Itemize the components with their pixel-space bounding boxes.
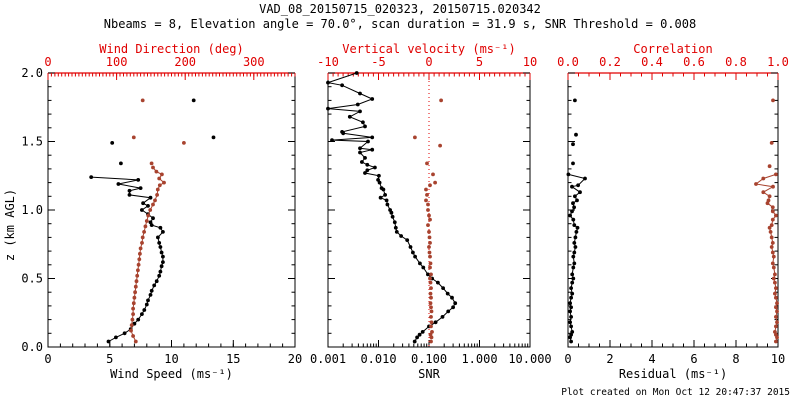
series-wind-direction	[129, 98, 186, 344]
panel-wind: 0.0 0.5 1.0 1.5 2.0 z (km AGL) 0 5 10 15 20 Wind Sp…	[3, 42, 302, 381]
svg-text:SNR: SNR	[418, 367, 440, 381]
svg-text:10: 10	[164, 352, 178, 366]
svg-text:10.000: 10.000	[508, 352, 551, 366]
svg-text:4: 4	[648, 352, 655, 366]
svg-text:Correlation: Correlation	[633, 42, 712, 56]
svg-text:0.4: 0.4	[641, 55, 663, 69]
panel-residual: 0 2 4 6 8 10 Residual (ms⁻¹) 0.0 0.2 0.4 0.6 0.8 1.0…	[557, 42, 789, 381]
top-axis-snr: -10 -5 0 5 10 Vertical velocity (ms⁻¹)	[317, 42, 537, 80]
svg-text:10: 10	[771, 352, 785, 366]
svg-text:2.0: 2.0	[21, 66, 43, 80]
svg-text:0.001: 0.001	[310, 352, 346, 366]
svg-text:0.0: 0.0	[21, 340, 43, 354]
svg-text:Residual (ms⁻¹): Residual (ms⁻¹)	[619, 367, 727, 381]
svg-text:Wind Speed (ms⁻¹): Wind Speed (ms⁻¹)	[110, 367, 233, 381]
svg-text:8: 8	[732, 352, 739, 366]
svg-text:6: 6	[690, 352, 697, 366]
svg-text:0: 0	[44, 352, 51, 366]
svg-text:0: 0	[564, 352, 571, 366]
top-axis-residual: 0.0 0.2 0.4 0.6 0.8 1.0 Correlation	[557, 42, 789, 80]
svg-text:0.8: 0.8	[725, 55, 747, 69]
svg-text:0.0: 0.0	[557, 55, 579, 69]
svg-text:1.0: 1.0	[767, 55, 789, 69]
svg-text:Wind Direction (deg): Wind Direction (deg)	[99, 42, 244, 56]
plot-title: VAD_08_20150715_020323, 20150715.020342	[259, 2, 541, 16]
svg-text:100: 100	[106, 55, 128, 69]
svg-text:0: 0	[425, 55, 432, 69]
svg-text:0.100: 0.100	[411, 352, 447, 366]
svg-text:1.0: 1.0	[21, 203, 43, 217]
svg-text:-10: -10	[317, 55, 339, 69]
series-snr-profile	[326, 71, 458, 344]
bottom-axis-residual: 0 2 4 6 8 10 Residual (ms⁻¹)	[564, 340, 785, 381]
svg-text:15: 15	[226, 352, 240, 366]
svg-text:1.5: 1.5	[21, 135, 43, 149]
y-axis-snr	[328, 72, 530, 348]
svg-text:z (km AGL): z (km AGL)	[3, 189, 17, 261]
svg-text:20: 20	[288, 352, 302, 366]
y-axis-residual	[568, 72, 778, 348]
svg-text:5: 5	[106, 352, 113, 366]
series-correlation	[754, 98, 779, 344]
series-wind-speed	[89, 98, 216, 344]
svg-text:0.2: 0.2	[599, 55, 621, 69]
panel-snr: 0.001 0.010 0.100 1.000 10.000 SNR -10 -5 0 5 10 Ve…	[310, 42, 552, 381]
svg-text:300: 300	[243, 55, 265, 69]
svg-text:0.6: 0.6	[683, 55, 705, 69]
plot-timestamp: Plot created on Mon Oct 12 20:47:37 2015	[561, 387, 790, 398]
svg-text:10: 10	[523, 55, 537, 69]
series-residual	[566, 98, 587, 344]
svg-text:Vertical velocity (ms⁻¹): Vertical velocity (ms⁻¹)	[342, 42, 515, 56]
plot-subtitle: Nbeams = 8, Elevation angle = 70.0°, sca…	[103, 17, 697, 31]
svg-text:0.5: 0.5	[21, 272, 43, 286]
series-vertical-velocity	[413, 98, 443, 344]
svg-text:5: 5	[476, 55, 483, 69]
svg-text:2: 2	[606, 352, 613, 366]
svg-text:0: 0	[44, 55, 51, 69]
bottom-axis-snr: 0.001 0.010 0.100 1.000 10.000 SNR	[310, 340, 552, 381]
svg-text:-5: -5	[371, 55, 385, 69]
bottom-axis-wind: 0 5 10 15 20 Wind Speed (ms⁻¹)	[44, 340, 302, 381]
svg-text:1.000: 1.000	[461, 352, 497, 366]
y-axis-wind: 0.0 0.5 1.0 1.5 2.0 z (km AGL)	[3, 66, 295, 354]
svg-text:0.010: 0.010	[360, 352, 396, 366]
svg-text:200: 200	[174, 55, 196, 69]
